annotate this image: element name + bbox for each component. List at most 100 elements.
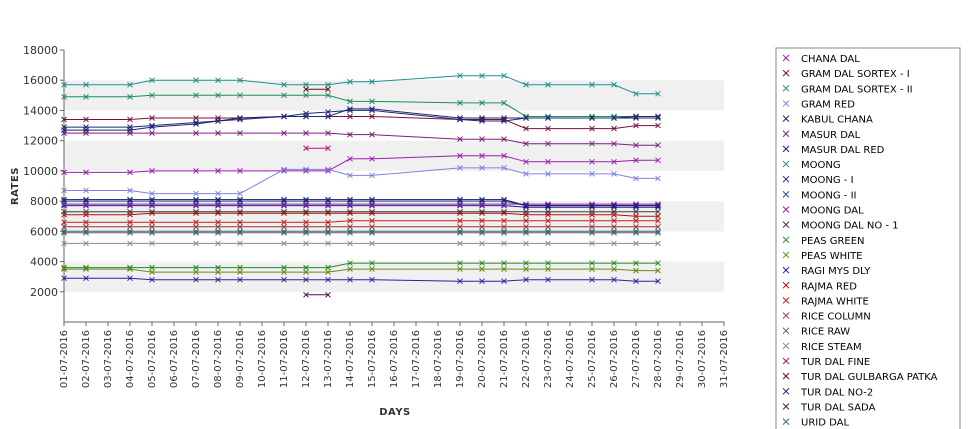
data-point	[479, 266, 485, 272]
data-point	[501, 72, 507, 79]
data-point	[149, 77, 155, 84]
x-tick-label: 02-07-2016	[81, 330, 92, 388]
data-point	[281, 113, 287, 120]
x-tick-label: 17-07-2016	[411, 330, 422, 388]
data-point	[633, 213, 639, 220]
data-point	[303, 276, 309, 283]
data-point	[193, 228, 199, 235]
data-point	[633, 267, 639, 274]
data-point	[347, 210, 353, 217]
data-point	[545, 260, 551, 266]
data-point	[303, 202, 309, 209]
data-point	[61, 201, 67, 207]
data-point	[127, 228, 133, 235]
data-point	[633, 175, 639, 182]
data-point	[237, 276, 243, 283]
data-point	[61, 228, 67, 235]
data-point	[545, 201, 551, 207]
data-point	[149, 208, 155, 215]
legend-marker	[782, 387, 790, 395]
legend-items: CHANA DAL GRAM DAL SORTEX - I GRAM DAL SOR…	[782, 54, 938, 429]
data-point	[325, 86, 331, 93]
data-point	[633, 90, 639, 97]
data-point	[193, 210, 199, 217]
data-point	[237, 196, 243, 203]
x-tick-label: 07-07-2016	[191, 330, 202, 388]
data-point	[633, 229, 639, 236]
data-point	[325, 291, 331, 298]
data-point	[83, 93, 89, 100]
data-point	[523, 223, 529, 230]
data-point	[127, 201, 133, 207]
legend-item: PEAS GREEN	[782, 236, 865, 247]
data-point	[281, 228, 287, 235]
data-point	[237, 229, 243, 236]
data-point	[523, 229, 529, 236]
data-point	[479, 116, 485, 123]
data-point	[457, 165, 463, 171]
data-point	[611, 158, 617, 165]
data-point	[193, 229, 199, 236]
data-point	[633, 142, 639, 149]
x-tick-label: 15-07-2016	[367, 330, 378, 388]
data-point	[655, 228, 661, 235]
legend-marker	[782, 357, 790, 365]
data-point	[215, 196, 221, 203]
legend-marker	[782, 130, 790, 138]
grid-band	[64, 261, 724, 292]
data-point	[237, 92, 243, 99]
data-point	[479, 165, 485, 171]
data-point	[127, 266, 133, 272]
data-point	[83, 187, 89, 194]
data-point	[61, 211, 67, 218]
data-point	[215, 168, 221, 174]
legend-label: MOONG - I	[801, 175, 854, 186]
data-point	[347, 155, 353, 162]
legend-label: CHANA DAL	[801, 54, 860, 65]
data-point	[369, 210, 375, 217]
data-point	[369, 266, 375, 272]
x-tick-label: 16-07-2016	[389, 330, 400, 388]
data-point	[325, 81, 331, 88]
data-point	[83, 202, 89, 209]
data-point	[611, 125, 617, 132]
data-point	[545, 202, 551, 209]
data-point	[61, 116, 67, 123]
data-point	[523, 260, 529, 266]
data-point	[655, 142, 661, 149]
x-tick-label: 03-07-2016	[103, 330, 114, 388]
data-point	[523, 217, 529, 224]
data-point	[83, 81, 89, 88]
data-point	[193, 196, 199, 203]
legend-label: RAGI MYS DLY	[801, 266, 871, 277]
data-point	[325, 202, 331, 209]
legend-marker	[782, 266, 790, 274]
data-point	[281, 223, 287, 230]
data-point	[193, 92, 199, 99]
data-point	[325, 210, 331, 217]
x-tick-label: 14-07-2016	[345, 330, 356, 388]
data-point	[369, 113, 375, 120]
data-point	[589, 202, 595, 209]
legend-item: GRAM RED	[782, 99, 855, 110]
data-point	[369, 228, 375, 235]
data-point	[369, 223, 375, 230]
data-point	[479, 202, 485, 209]
data-point	[501, 278, 507, 285]
data-point	[633, 201, 639, 207]
data-point	[633, 240, 639, 247]
data-point	[237, 223, 243, 230]
x-tick-label: 29-07-2016	[675, 330, 686, 388]
data-point	[523, 115, 529, 121]
data-point	[193, 202, 199, 209]
legend-item: TUR DAL NO-2	[782, 387, 873, 398]
legend-label: RICE COLUMN	[801, 312, 871, 323]
data-point	[281, 269, 287, 275]
data-point	[83, 228, 89, 235]
data-point	[281, 130, 287, 136]
data-point	[479, 72, 485, 79]
data-point	[611, 201, 617, 207]
legend-label: RICE RAW	[801, 327, 850, 338]
data-point	[457, 116, 463, 123]
data-point	[589, 276, 595, 283]
